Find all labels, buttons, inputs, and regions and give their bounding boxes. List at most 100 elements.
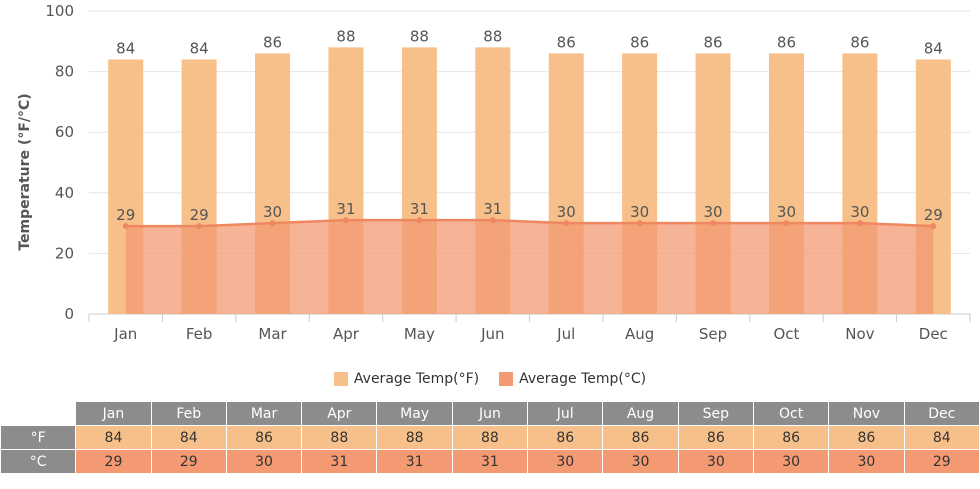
data-label-fahrenheit: 84 [116,39,135,57]
table-cell-celsius: 30 [677,449,754,474]
row-label-celsius: °C [0,449,77,474]
data-label-fahrenheit: 88 [336,27,355,45]
table-month-header: Sep [677,401,754,426]
table-cell-fahrenheit: 86 [225,425,303,450]
temperature-chart: 0 20 40 60 80 100 Jan Feb Mar Apr May Jun Jul Aug Sep… [17,2,971,343]
point-celsius [563,220,570,227]
data-label-fahrenheit: 84 [190,39,209,57]
data-label-fahrenheit: 86 [557,33,576,51]
table-cell-fahrenheit: 86 [527,425,604,450]
table-cell-fahrenheit: 86 [602,425,679,450]
point-celsius [342,217,349,224]
data-label-celsius: 29 [190,206,209,224]
point-celsius [783,220,790,227]
data-labels: 84 84 86 88 88 88 86 86 86 86 86 84 29 29 30 31 31 31 30 30… [116,27,943,224]
table-month-header: Jul [527,401,604,426]
table-row-celsius: °C 29 29 30 31 31 31 30 30 30 30 30 29 [0,449,980,474]
legend: Average Temp(°F) Average Temp(°C) [0,366,980,392]
x-tick-label: Dec [919,325,948,343]
table-row-fahrenheit: °F 84 84 86 88 88 88 86 86 86 86 86 84 [0,425,980,450]
table-month-header: Aug [602,401,679,426]
area-celsius [125,220,934,314]
table-cell-fahrenheit: 88 [301,425,378,450]
table-cell-fahrenheit: 86 [828,425,905,450]
celsius-swatch [499,372,514,386]
y-tick-label: 60 [55,123,74,141]
x-tick-label: Jan [113,325,137,343]
table-cell-fahrenheit: 86 [677,425,754,450]
legend-label-celsius: Average Temp(°C) [519,371,647,387]
point-celsius [416,217,423,224]
data-label-fahrenheit: 86 [777,33,796,51]
point-celsius [636,220,643,227]
point-celsius [856,220,863,227]
legend-item-celsius[interactable]: Average Temp(°C) [499,371,646,387]
table-month-header: Nov [828,401,905,426]
line-celsius [125,218,934,228]
data-label-celsius: 31 [410,200,429,218]
x-tick-label: Apr [333,325,360,343]
x-axis: Jan Feb Mar Apr May Jun Jul Aug Sep Oct Nov Dec [88,314,971,343]
point-celsius [930,223,937,230]
table-month-header: Jun [451,401,529,426]
data-label-celsius: 31 [336,200,355,218]
data-label-fahrenheit: 86 [630,33,649,51]
table-cell-celsius: 30 [225,449,303,474]
fahrenheit-swatch [333,372,348,386]
point-celsius [269,220,276,227]
x-tick-label: Sep [699,325,727,343]
legend-item-fahrenheit[interactable]: Average Temp(°F) [333,371,480,387]
table-cell-celsius: 30 [527,449,604,474]
y-tick-label: 100 [45,2,74,20]
y-tick-label: 80 [55,63,74,81]
data-label-fahrenheit: 86 [703,33,722,51]
y-axis: 0 20 40 60 80 100 [45,2,74,323]
x-tick-label: Aug [625,325,654,343]
table-cell-celsius: 29 [903,449,980,474]
data-label-celsius: 29 [116,206,135,224]
point-celsius [489,217,496,224]
table-cell-fahrenheit: 84 [75,425,152,450]
table-month-header: Jan [75,401,152,426]
table-cell-celsius: 31 [451,449,529,474]
y-tick-label: 20 [55,244,74,262]
x-tick-label: Oct [773,325,799,343]
point-celsius [196,223,203,230]
x-tick-label: Jul [556,325,575,343]
table-cell-fahrenheit: 86 [752,425,830,450]
temperature-table: Jan Feb Mar Apr May Jun Jul Aug Sep Oct Nov Dec °F … [0,401,980,474]
table-month-header: Feb [150,401,227,426]
table-month-header: Dec [903,401,980,426]
table-cell-celsius: 31 [301,449,378,474]
table-cell-celsius: 30 [602,449,679,474]
table-cell-fahrenheit: 84 [150,425,227,450]
table-cell-celsius: 29 [75,449,152,474]
data-label-celsius: 31 [483,200,502,218]
x-tick-label: Feb [186,325,213,343]
data-label-fahrenheit: 88 [483,27,502,45]
y-tick-label: 0 [64,305,74,323]
x-tick-label: Jun [480,325,504,343]
table-cell-fahrenheit: 84 [903,425,980,450]
point-celsius [710,220,717,227]
x-tick-label: Nov [845,325,874,343]
table-month-header: Mar [225,401,303,426]
table-month-header: May [376,401,453,426]
legend-label-fahrenheit: Average Temp(°F) [353,371,480,387]
table-cell-fahrenheit: 88 [451,425,529,450]
data-label-celsius: 30 [703,203,722,221]
data-label-celsius: 30 [630,203,649,221]
table-cell-celsius: 29 [150,449,227,474]
row-label-fahrenheit: °F [0,425,77,450]
data-label-fahrenheit: 84 [924,39,943,57]
table-cell-celsius: 30 [752,449,830,474]
table-cell-celsius: 30 [828,449,905,474]
data-label-fahrenheit: 86 [850,33,869,51]
data-label-celsius: 30 [777,203,796,221]
data-label-fahrenheit: 88 [410,27,429,45]
table-cell-celsius: 31 [376,449,453,474]
y-tick-label: 40 [55,184,74,202]
x-tick-label: Mar [258,325,287,343]
data-label-celsius: 30 [263,203,282,221]
table-cell-fahrenheit: 88 [376,425,453,450]
